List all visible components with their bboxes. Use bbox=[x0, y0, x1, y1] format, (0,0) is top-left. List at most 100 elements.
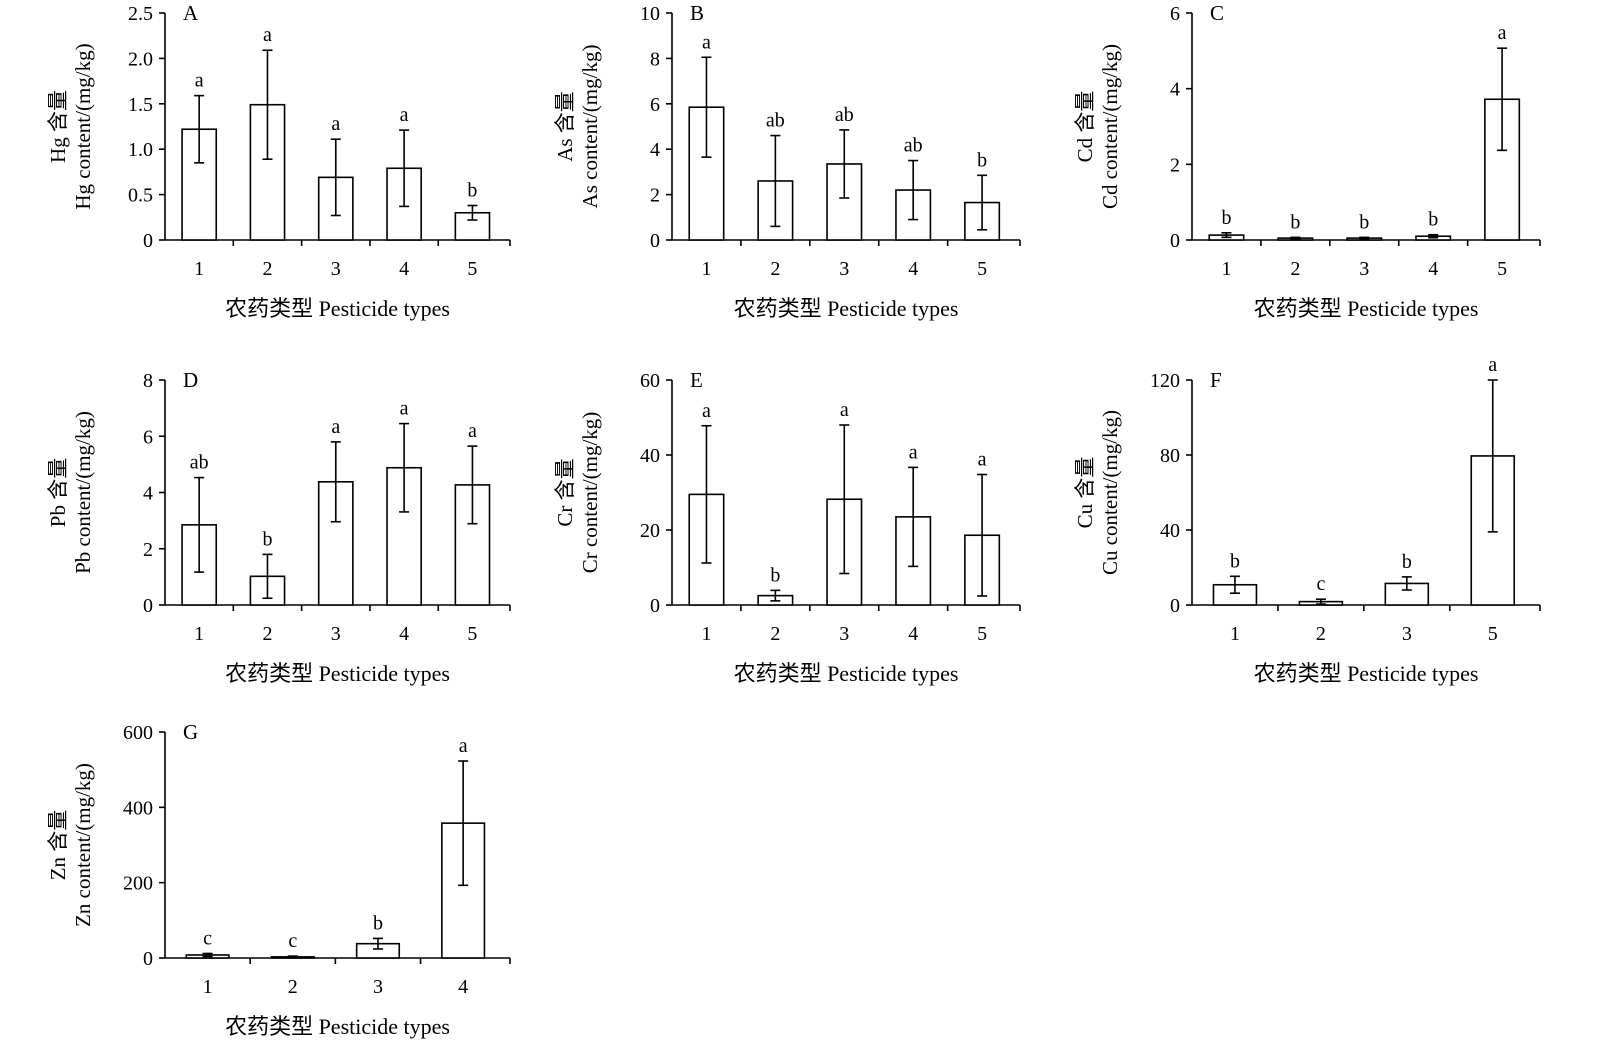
significance-label: b bbox=[262, 528, 272, 550]
significance-label: a bbox=[400, 398, 409, 420]
x-tick-label: 4 bbox=[908, 623, 918, 645]
y-axis-title-cn: Cr 含量 bbox=[553, 458, 577, 526]
x-tick-label: 1 bbox=[701, 258, 711, 280]
y-tick-label: 6 bbox=[650, 94, 660, 116]
y-tick-label: 0 bbox=[650, 595, 660, 617]
x-tick-label: 1 bbox=[701, 623, 711, 645]
significance-label: b bbox=[1290, 211, 1300, 233]
y-axis-title-cn: Zn 含量 bbox=[46, 810, 70, 881]
x-axis-title: 农药类型 Pesticide types bbox=[1254, 296, 1479, 321]
panel-letter: A bbox=[183, 1, 199, 25]
significance-label: b bbox=[1428, 209, 1438, 231]
significance-label: b bbox=[977, 149, 987, 171]
significance-label: a bbox=[331, 113, 340, 135]
y-axis-title-en: Pb content/(mg/kg) bbox=[71, 411, 95, 574]
significance-label: a bbox=[909, 441, 918, 463]
significance-label: b bbox=[1221, 207, 1231, 229]
x-tick-label: 1 bbox=[194, 258, 204, 280]
x-axis-title: 农药类型 Pesticide types bbox=[734, 296, 959, 321]
y-tick-label: 40 bbox=[1160, 520, 1180, 542]
y-axis-title-en: Zn content/(mg/kg) bbox=[71, 763, 95, 927]
x-tick-label: 5 bbox=[977, 258, 987, 280]
significance-label: a bbox=[331, 416, 340, 438]
x-tick-label: 3 bbox=[331, 623, 341, 645]
x-tick-label: 3 bbox=[1402, 623, 1412, 645]
panel-a: 0 0.5 1.0 1.5 2.0 2.5 Aa 1 a 2 a 3 a 4 b 5 农药类型 Pesticid… bbox=[46, 1, 511, 321]
panel-c: 0 2 4 6 Cb 1 b 2 b 3 b 4 a 5 农药类型 Pesticide types Cd 含量… bbox=[1073, 1, 1541, 321]
y-tick-label: 200 bbox=[123, 873, 153, 895]
significance-label: ab bbox=[835, 104, 854, 126]
y-tick-label: 1.5 bbox=[128, 94, 153, 116]
significance-label: a bbox=[702, 31, 711, 53]
panel-letter: F bbox=[1210, 368, 1222, 392]
y-tick-label: 0 bbox=[143, 595, 153, 617]
x-tick-label: 2 bbox=[288, 976, 298, 998]
x-tick-label: 5 bbox=[467, 623, 477, 645]
y-tick-label: 20 bbox=[640, 520, 660, 542]
y-tick-label: 1.0 bbox=[128, 139, 153, 161]
y-tick-label: 80 bbox=[1160, 445, 1180, 467]
y-tick-label: 120 bbox=[1150, 370, 1180, 392]
x-tick-label: 2 bbox=[770, 258, 780, 280]
significance-label: ab bbox=[904, 135, 923, 157]
x-tick-label: 4 bbox=[399, 623, 409, 645]
y-axis-title-en: Cu content/(mg/kg) bbox=[1098, 410, 1122, 575]
x-tick-label: 2 bbox=[1290, 258, 1300, 280]
x-tick-label: 4 bbox=[1428, 258, 1438, 280]
x-tick-label: 3 bbox=[839, 623, 849, 645]
y-tick-label: 0.5 bbox=[128, 185, 153, 207]
x-tick-label: 3 bbox=[331, 258, 341, 280]
significance-label: ab bbox=[190, 452, 209, 474]
panel-letter: D bbox=[183, 368, 198, 392]
y-tick-label: 10 bbox=[640, 3, 660, 25]
x-axis-title: 农药类型 Pesticide types bbox=[225, 296, 450, 321]
significance-label: ab bbox=[766, 110, 785, 132]
significance-label: a bbox=[400, 104, 409, 126]
significance-label: b bbox=[373, 912, 383, 934]
x-tick-label: 2 bbox=[1316, 623, 1326, 645]
x-tick-label: 4 bbox=[908, 258, 918, 280]
x-tick-label: 1 bbox=[1221, 258, 1231, 280]
y-tick-label: 600 bbox=[123, 722, 153, 744]
x-tick-label: 4 bbox=[399, 258, 409, 280]
significance-label: a bbox=[468, 420, 477, 442]
significance-label: a bbox=[978, 449, 987, 471]
y-axis-title-cn: Pb 含量 bbox=[46, 458, 70, 527]
significance-label: a bbox=[1498, 22, 1507, 44]
y-axis-title-cn: Cu 含量 bbox=[1073, 457, 1097, 529]
y-tick-label: 6 bbox=[143, 426, 153, 448]
x-tick-label: 3 bbox=[839, 258, 849, 280]
x-tick-label: 5 bbox=[977, 623, 987, 645]
panel-d: 0 2 4 6 8 Dab 1 b 2 a 3 a 4 a 5 农药类型 Pesticide types Pb … bbox=[46, 368, 511, 686]
y-axis-title-cn: Cd 含量 bbox=[1073, 91, 1097, 163]
x-tick-label: 5 bbox=[1497, 258, 1507, 280]
bar bbox=[181, 128, 218, 241]
y-tick-label: 0 bbox=[1170, 595, 1180, 617]
y-axis-title-en: Hg content/(mg/kg) bbox=[71, 43, 95, 209]
y-tick-label: 6 bbox=[1170, 3, 1180, 25]
y-tick-label: 4 bbox=[143, 483, 153, 505]
significance-label: a bbox=[840, 399, 849, 421]
x-tick-label: 2 bbox=[262, 623, 272, 645]
x-tick-label: 5 bbox=[467, 258, 477, 280]
y-tick-label: 8 bbox=[143, 370, 153, 392]
x-tick-label: 2 bbox=[770, 623, 780, 645]
panel-letter: G bbox=[183, 720, 198, 744]
x-axis-title: 农药类型 Pesticide types bbox=[1254, 661, 1479, 686]
y-tick-label: 2.5 bbox=[128, 3, 153, 25]
panel-letter: C bbox=[1210, 1, 1224, 25]
y-tick-label: 4 bbox=[1170, 79, 1180, 101]
y-axis-title-cn: Hg 含量 bbox=[46, 90, 70, 163]
x-tick-label: 5 bbox=[1488, 623, 1498, 645]
y-tick-label: 2 bbox=[143, 539, 153, 561]
significance-label: b bbox=[770, 564, 780, 586]
y-tick-label: 0 bbox=[1170, 230, 1180, 252]
y-tick-label: 0 bbox=[143, 948, 153, 970]
y-tick-label: 60 bbox=[640, 370, 660, 392]
y-axis-title-cn: As 含量 bbox=[553, 91, 577, 162]
y-tick-label: 2 bbox=[1170, 154, 1180, 176]
significance-label: c bbox=[288, 930, 297, 952]
significance-label: a bbox=[195, 70, 204, 92]
x-tick-label: 3 bbox=[1359, 258, 1369, 280]
